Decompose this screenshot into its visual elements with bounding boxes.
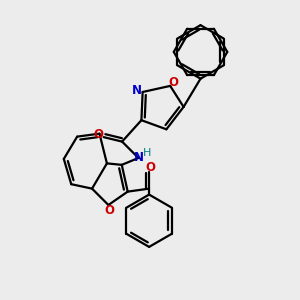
Text: O: O xyxy=(169,76,179,89)
Text: O: O xyxy=(105,203,115,217)
Text: N: N xyxy=(134,151,144,164)
Text: O: O xyxy=(94,128,103,141)
Text: H: H xyxy=(142,148,151,158)
Text: N: N xyxy=(132,84,142,97)
Text: O: O xyxy=(145,161,155,174)
